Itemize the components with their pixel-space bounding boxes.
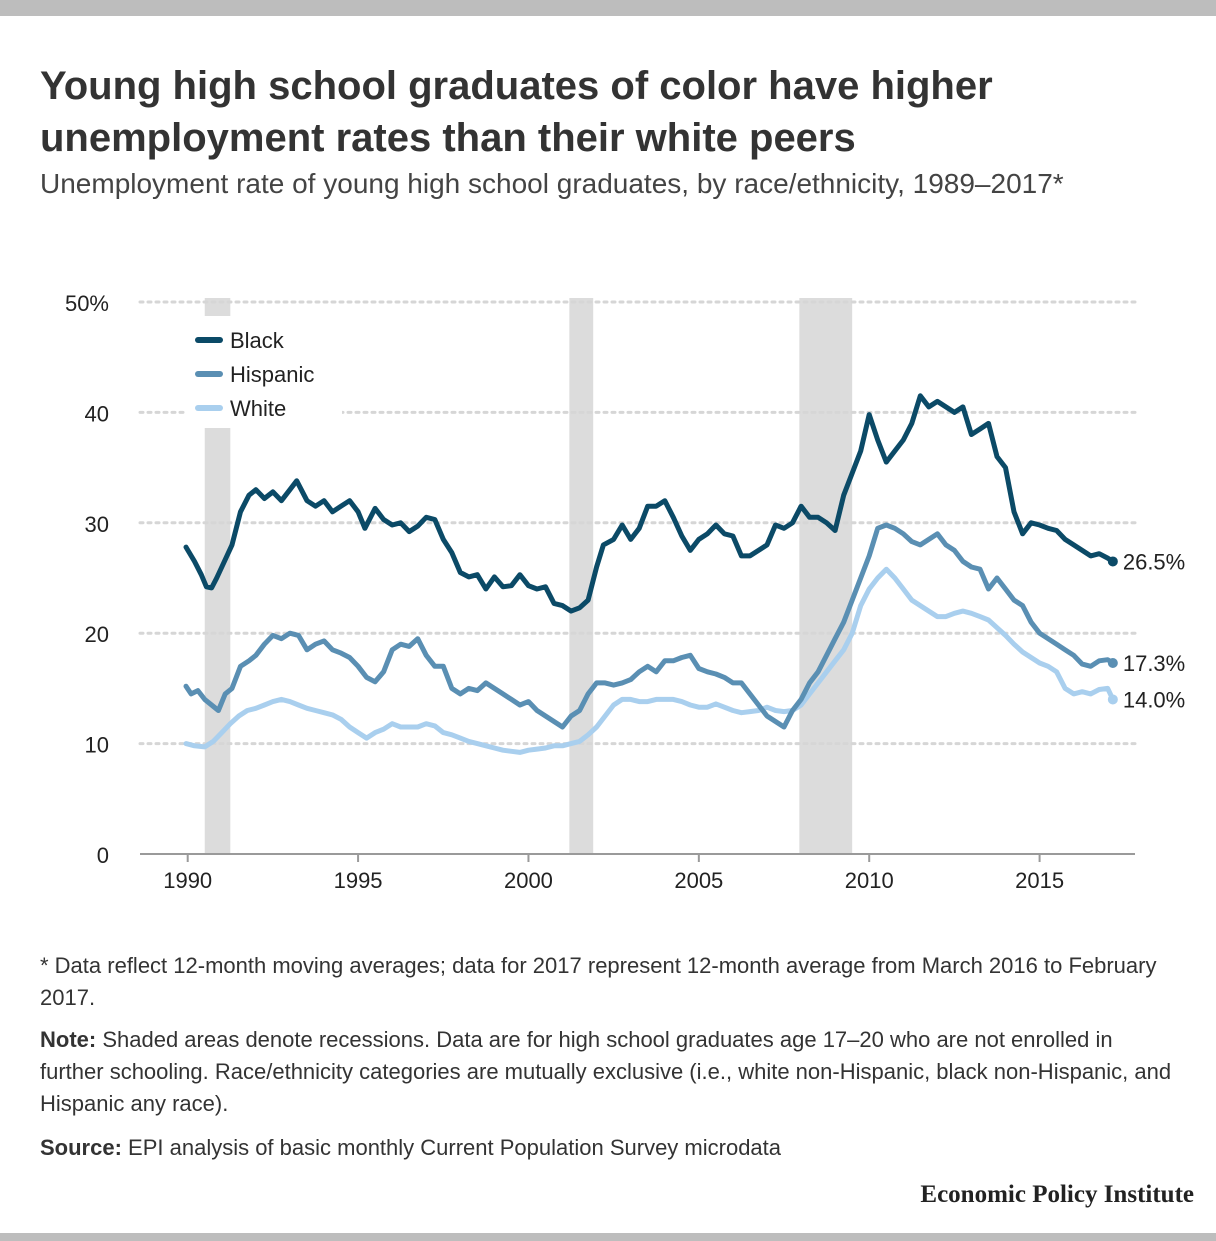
series-end-dot-hispanic — [1107, 658, 1118, 669]
series-end-dot-black — [1107, 556, 1118, 567]
footnote-source: Source: EPI analysis of basic monthly Cu… — [40, 1132, 1180, 1164]
footnote-asterisk: * Data reflect 12-month moving averages;… — [40, 953, 1157, 1010]
series-end-dot-white — [1107, 694, 1118, 705]
end-label-hispanic: 17.3% — [1123, 651, 1185, 676]
chart-title: Young high school graduates of color hav… — [40, 64, 993, 160]
recession-band-2 — [569, 298, 594, 854]
source-label: Source: — [40, 1135, 122, 1160]
footnote-note: Note: Shaded areas denote recessions. Da… — [40, 1024, 1180, 1120]
series-line-black — [183, 393, 1116, 614]
top-border — [0, 0, 1216, 16]
series-lines — [183, 393, 1118, 755]
end-labels: 26.5% 17.3% 14.0% — [1123, 549, 1185, 712]
recession-band-3 — [799, 298, 853, 854]
y-tick-label: 20 — [85, 622, 109, 647]
series-line-hispanic — [183, 522, 1116, 730]
source-text: EPI analysis of basic monthly Current Po… — [121, 1135, 782, 1160]
x-tick-label: 2010 — [845, 868, 894, 893]
gridlines — [138, 300, 1137, 746]
axes: 0 10 20 30 40 50% 1990 1995 2000 2005 2010 2015 — [65, 291, 1135, 893]
x-tick-label: 2015 — [1015, 868, 1064, 893]
x-tick-label: 2000 — [504, 868, 553, 893]
publisher-logo: Economic Policy Institute — [920, 1181, 1194, 1208]
note-label: Note: — [40, 1027, 97, 1052]
series-line-white — [183, 566, 1116, 755]
y-tick-label: 50% — [65, 291, 109, 316]
legend: Black Hispanic White — [186, 316, 342, 428]
y-tick-label: 30 — [85, 512, 109, 537]
bottom-border — [0, 1233, 1216, 1241]
line-chart: 0 10 20 30 40 50% 1990 1995 2000 2005 2010 2015 Bla… — [65, 291, 1185, 893]
end-label-white: 14.0% — [1123, 687, 1185, 712]
legend-label-hispanic: Hispanic — [230, 362, 314, 387]
note-text: Shaded areas denote recessions. Data are… — [40, 1027, 1172, 1116]
chart-subtitle: Unemployment rate of young high school g… — [40, 168, 1064, 199]
x-tick-label: 1990 — [163, 868, 212, 893]
end-label-black: 26.5% — [1123, 549, 1185, 574]
legend-label-white: White — [230, 396, 286, 421]
y-tick-label: 0 — [97, 843, 109, 868]
x-tick-label: 1995 — [334, 868, 383, 893]
y-tick-label: 40 — [85, 401, 109, 426]
y-tick-label: 10 — [85, 733, 109, 758]
x-tick-label: 2005 — [674, 868, 723, 893]
legend-label-black: Black — [230, 328, 285, 353]
